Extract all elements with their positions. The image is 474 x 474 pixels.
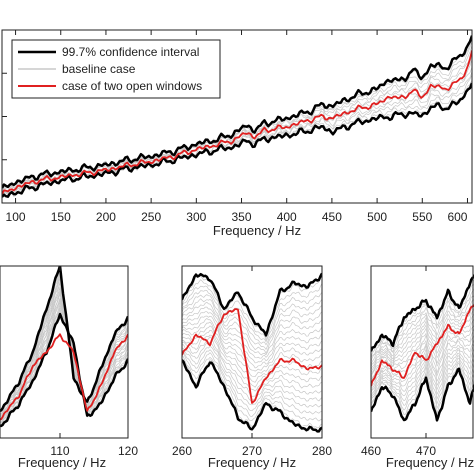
ci-lower-bound	[0, 312, 128, 428]
ci-upper-bound	[0, 266, 128, 413]
baseline-ensemble-line	[182, 294, 322, 351]
zoom-chart-2-frame	[181, 265, 323, 439]
x-tick-label: 260	[172, 444, 192, 458]
ci-upper-bound	[371, 274, 474, 352]
x-tick-label: 600	[447, 210, 467, 224]
zoom-chart-1-tick-labels: 110 120	[50, 444, 138, 458]
x-tick-label: 470	[416, 444, 436, 458]
zoom-chart-1: 110 120 Frequency / Hz	[0, 265, 138, 470]
baseline-ensemble-line	[182, 311, 322, 364]
zoom-chart-3: 460 470 Frequency / Hz	[361, 265, 474, 470]
baseline-ensemble-line	[371, 347, 474, 393]
baseline-ensemble-line	[371, 352, 474, 397]
x-tick-label: 450	[322, 210, 342, 224]
main-chart-ticks	[2, 30, 468, 203]
baseline-ensemble-line	[371, 318, 474, 377]
baseline-ensemble-line	[0, 282, 128, 418]
zoom-chart-1-lines	[0, 266, 128, 428]
baseline-ensemble-line	[371, 303, 474, 368]
baseline-ensemble-line	[182, 349, 322, 412]
ci-lower-bound	[2, 82, 472, 198]
x-tick-label: 110	[50, 444, 69, 458]
ci-upper-bound	[2, 35, 472, 189]
zoom-chart-1-xlabel: Frequency / Hz	[18, 455, 106, 470]
open-windows-line	[182, 308, 322, 404]
baseline-ensemble-line	[371, 362, 474, 415]
zoom-chart-2: 260 270 280 Frequency / Hz	[172, 265, 332, 470]
zoom-chart-2-tick-labels: 260 270 280	[172, 444, 332, 458]
x-tick-label: 400	[277, 210, 297, 224]
baseline-ensemble-line	[182, 321, 322, 377]
baseline-ensemble-line	[182, 352, 322, 417]
legend-entry-ci: 99.7% confidence interval	[62, 45, 199, 59]
baseline-ensemble-line	[371, 343, 474, 390]
baseline-ensemble-line	[182, 336, 322, 397]
baseline-ensemble-line	[182, 315, 322, 369]
baseline-ensemble-line	[182, 279, 322, 341]
x-tick-label: 250	[141, 210, 161, 224]
main-chart-tick-labels: 100 150 200 250 300 350 400 450 500 550 600	[6, 210, 468, 224]
legend: 99.7% confidence interval baseline case …	[11, 39, 221, 99]
baseline-ensemble-line	[0, 299, 128, 423]
zoom-chart-3-xlabel: Frequency / Hz	[386, 455, 474, 470]
x-tick-label: 300	[186, 210, 206, 224]
baseline-ensemble-line	[2, 45, 472, 194]
zoom-chart-3-tick-labels: 460 470	[361, 444, 436, 458]
baseline-ensemble-line	[371, 298, 474, 366]
baseline-ensemble-line	[0, 310, 128, 427]
x-tick-label: 460	[361, 444, 381, 458]
x-tick-label: 350	[232, 210, 252, 224]
baseline-ensemble-line	[182, 318, 322, 372]
baseline-ensemble-line	[182, 289, 322, 346]
x-tick-label: 150	[51, 210, 71, 224]
x-tick-label: 550	[412, 210, 432, 224]
baseline-ensemble-line	[182, 334, 322, 392]
baseline-ensemble-line	[371, 357, 474, 406]
x-tick-label: 270	[242, 444, 262, 458]
baseline-ensemble-line	[371, 328, 474, 381]
baseline-ensemble-line	[182, 329, 322, 388]
zoom-chart-1-frame	[0, 265, 129, 439]
zoom-chart-3-ticks	[370, 266, 427, 438]
open-windows-line	[2, 50, 472, 195]
open-windows-line	[371, 304, 474, 387]
zoom-chart-2-lines	[182, 272, 322, 433]
baseline-ensemble-line	[371, 335, 474, 385]
baseline-ensemble-line	[182, 355, 322, 422]
ci-lower-bound	[371, 367, 474, 422]
ci-upper-bound	[182, 272, 322, 337]
zoom-chart-1-ticks	[59, 266, 129, 438]
baseline-ensemble-line	[371, 324, 474, 379]
x-tick-label: 100	[6, 210, 26, 224]
legend-entry-open-windows: case of two open windows	[62, 79, 202, 93]
baseline-ensemble-line	[182, 301, 322, 356]
baseline-ensemble-line	[182, 306, 322, 359]
baseline-ensemble-line	[182, 298, 322, 354]
baseline-ensemble-line	[371, 283, 474, 358]
baseline-ensemble-line	[182, 345, 322, 406]
baseline-ensemble-line	[371, 349, 474, 394]
baseline-ensemble-line	[371, 288, 474, 359]
main-chart-lines	[2, 35, 472, 198]
x-tick-label: 120	[118, 444, 138, 458]
zoom-chart-3-frame	[370, 265, 474, 439]
main-chart: 100 150 200 250 300 350 400 450 500 550 600 Freque…	[1, 29, 473, 238]
baseline-ensemble-line	[371, 308, 474, 371]
x-tick-label: 200	[96, 210, 116, 224]
legend-entry-baseline: baseline case	[62, 62, 136, 76]
baseline-ensemble-line	[371, 339, 474, 386]
baseline-ensemble-line	[371, 295, 474, 363]
x-tick-label: 500	[367, 210, 387, 224]
ci-lower-bound	[182, 359, 322, 433]
zoom-chart-2-ticks	[181, 266, 323, 438]
x-tick-label: 280	[312, 444, 332, 458]
baseline-ensemble-line	[182, 285, 322, 343]
zoom-chart-3-lines	[371, 274, 474, 422]
main-chart-xlabel: Frequency / Hz	[213, 223, 301, 238]
open-windows-line	[0, 333, 128, 421]
zoom-chart-2-xlabel: Frequency / Hz	[208, 455, 296, 470]
baseline-ensemble-line	[371, 361, 474, 411]
